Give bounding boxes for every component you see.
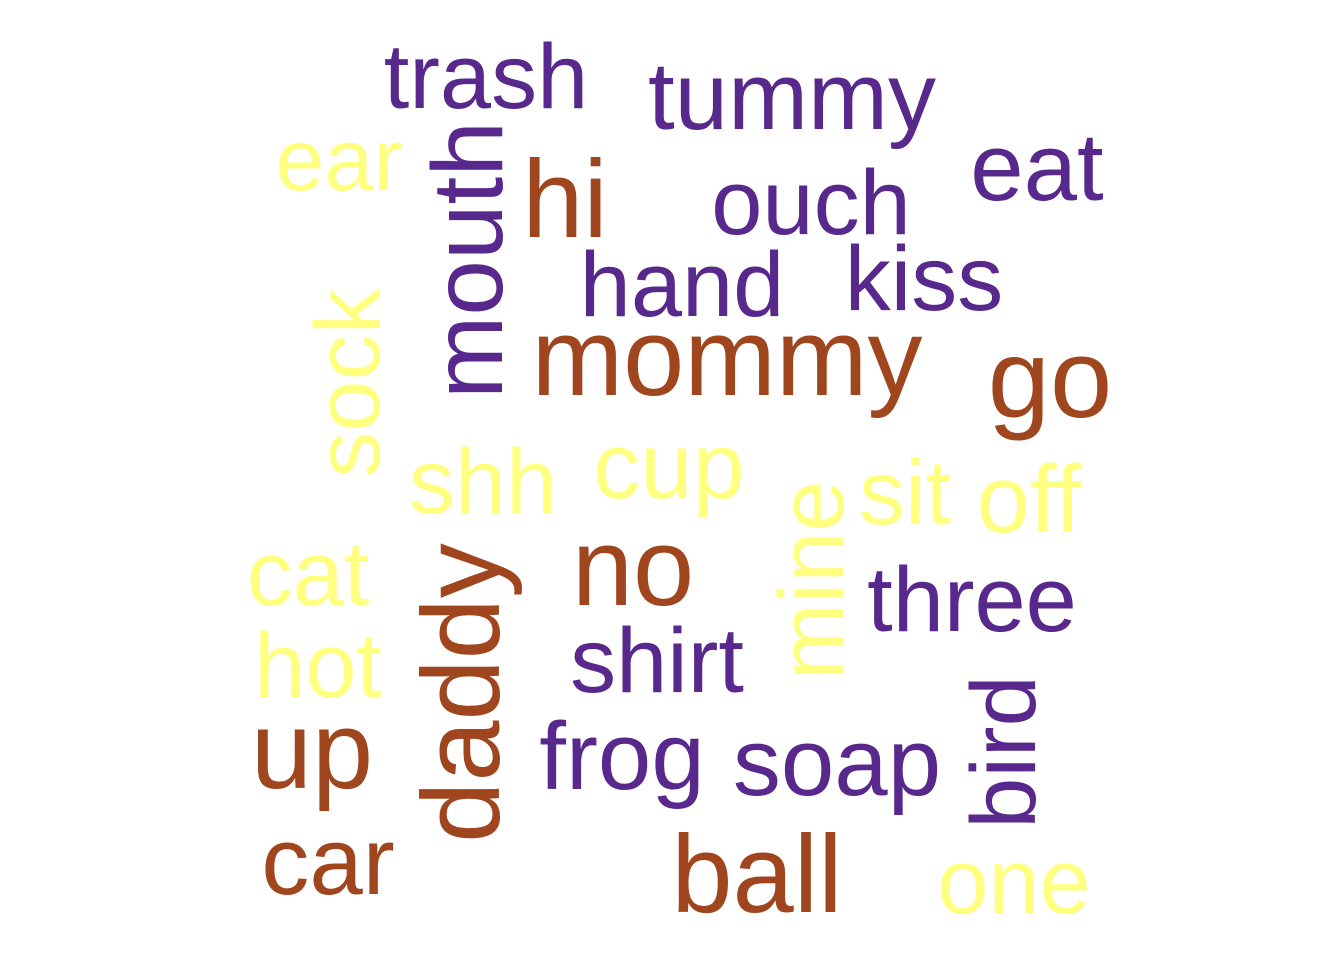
word-trash: trash bbox=[383, 26, 589, 128]
word-mine: mine bbox=[761, 480, 863, 680]
word-ear: ear bbox=[275, 110, 403, 209]
word-hot: hot bbox=[254, 615, 382, 717]
word-mouth: mouth bbox=[412, 121, 524, 399]
word-no: no bbox=[571, 506, 695, 629]
word-one: one bbox=[937, 831, 1091, 933]
word-bird: bird bbox=[953, 675, 1055, 829]
word-ball: ball bbox=[671, 813, 843, 936]
word-go: go bbox=[987, 316, 1113, 441]
word-kiss: kiss bbox=[844, 228, 1004, 330]
word-daddy: daddy bbox=[400, 543, 523, 843]
word-off: off bbox=[976, 446, 1082, 553]
word-cup: cup bbox=[593, 413, 745, 518]
word-car: car bbox=[261, 808, 395, 915]
word-soap: soap bbox=[732, 709, 942, 816]
word-eat: eat bbox=[970, 114, 1104, 221]
word-tummy: tummy bbox=[648, 43, 936, 150]
word-ouch: ouch bbox=[711, 152, 911, 254]
word-three: three bbox=[867, 549, 1077, 651]
word-sit: sit bbox=[859, 442, 951, 544]
word-up: up bbox=[250, 689, 374, 812]
word-cat: cat bbox=[246, 523, 370, 625]
word-hand: hand bbox=[579, 234, 785, 336]
word-shirt: shirt bbox=[570, 610, 744, 712]
word-mommy: mommy bbox=[531, 296, 923, 419]
word-sock: sock bbox=[297, 288, 399, 478]
word-shh: shh bbox=[408, 431, 558, 533]
word-hi: hi bbox=[522, 138, 608, 261]
word-frog: frog bbox=[539, 703, 705, 810]
